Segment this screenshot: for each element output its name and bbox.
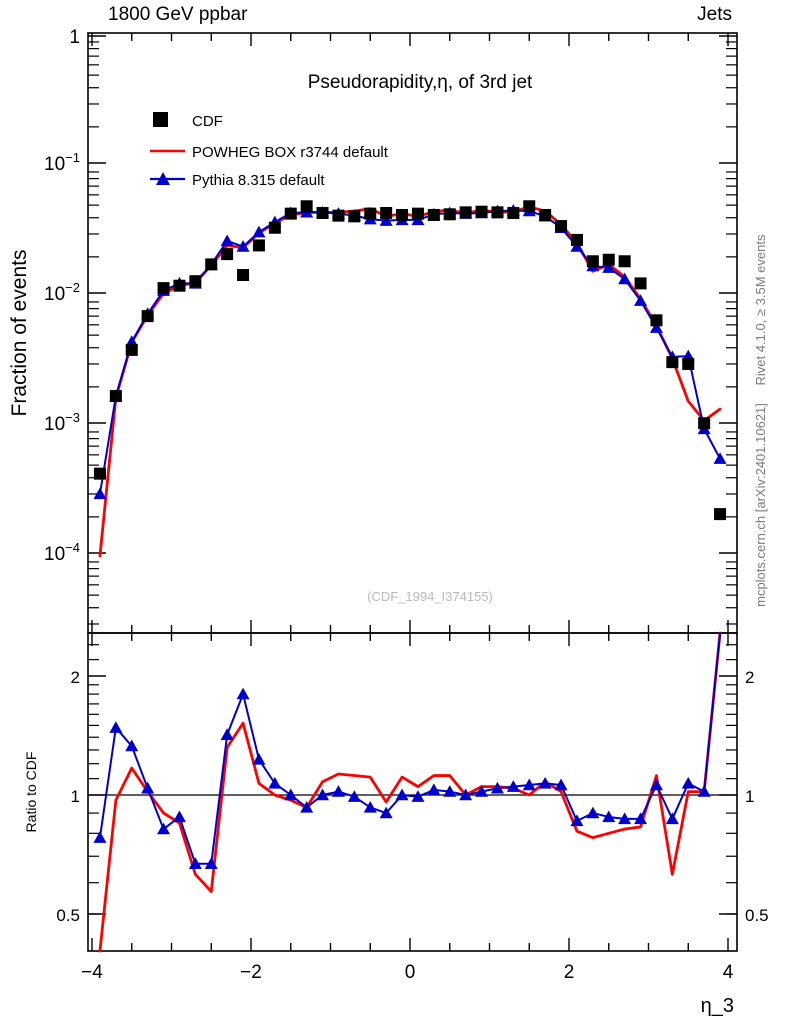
xtick-label-2: 0 (405, 962, 416, 983)
ratio-ytick-label-0: 2 (71, 668, 80, 687)
series-pythia-ratio (93, 632, 722, 869)
ratio-panel-frame (87, 632, 738, 952)
legend: CDF POWHEG BOX r3744 default Pythia 8.31… (150, 112, 389, 189)
xtick-label-3: 2 (564, 962, 575, 983)
main-y-minor-ticks (88, 41, 737, 625)
legend-label-0: CDF (192, 113, 223, 130)
main-ytick-label-3: 10−3 (44, 410, 80, 435)
legend-label-1: POWHEG BOX r3744 default (192, 144, 389, 161)
ratio-y-minor-ticks (88, 644, 737, 915)
x-axis: −4 −2 0 2 4 η_3 (81, 962, 734, 1017)
ratio-ytick-label-2: 0.5 (56, 906, 80, 925)
ratio-ytick-label-right-2: 0.5 (745, 906, 769, 925)
series-pythia-main (93, 203, 727, 500)
ratio-y-axis-label: Ratio to CDF (23, 752, 39, 833)
main-ytick-label-1: 10−1 (44, 150, 80, 175)
side-label-mcplots: mcplots.cern.ch [arXiv:2401.10621] (753, 403, 768, 607)
main-x-ticks (91, 33, 729, 633)
ratio-x-ticks (91, 633, 729, 951)
main-panel: 1 10−1 10−2 10−3 10−4 Fraction of events… (8, 27, 738, 634)
main-plot-title: Pseudorapidity,η, of 3rd jet (308, 72, 533, 93)
main-panel-frame (87, 32, 738, 634)
main-ytick-label-2: 10−2 (44, 280, 80, 305)
side-label-rivet: Rivet 4.1.0, ≥ 3.5M events (753, 234, 768, 385)
main-y-axis-label: Fraction of events (8, 250, 31, 417)
xtick-label-1: −2 (240, 962, 262, 983)
xtick-label-4: 4 (723, 962, 734, 983)
header-right-label: Jets (697, 4, 732, 25)
xtick-label-0: −4 (81, 962, 103, 983)
ratio-ytick-label-1: 1 (71, 787, 80, 806)
main-ytick-label-4: 10−4 (44, 540, 80, 565)
ratio-panel: 2 1 0.5 2 1 0.5 Ratio to CDF (23, 631, 769, 953)
series-cdf-main (93, 200, 727, 521)
main-y-ticks (88, 35, 737, 554)
main-ytick-label-0: 1 (69, 27, 80, 48)
legend-label-2: Pythia 8.315 default (192, 172, 325, 189)
x-axis-label: η_3 (701, 995, 734, 1017)
series-powheg-ratio (98, 631, 722, 953)
legend-marker-square (153, 112, 168, 127)
header-left-label: 1800 GeV ppbar (108, 4, 248, 25)
ratio-ytick-label-right-1: 1 (745, 787, 754, 806)
ratio-ytick-label-right-0: 2 (745, 668, 754, 687)
legend-marker-triangle (156, 172, 170, 185)
dataset-watermark: (CDF_1994_I374155) (367, 589, 493, 604)
